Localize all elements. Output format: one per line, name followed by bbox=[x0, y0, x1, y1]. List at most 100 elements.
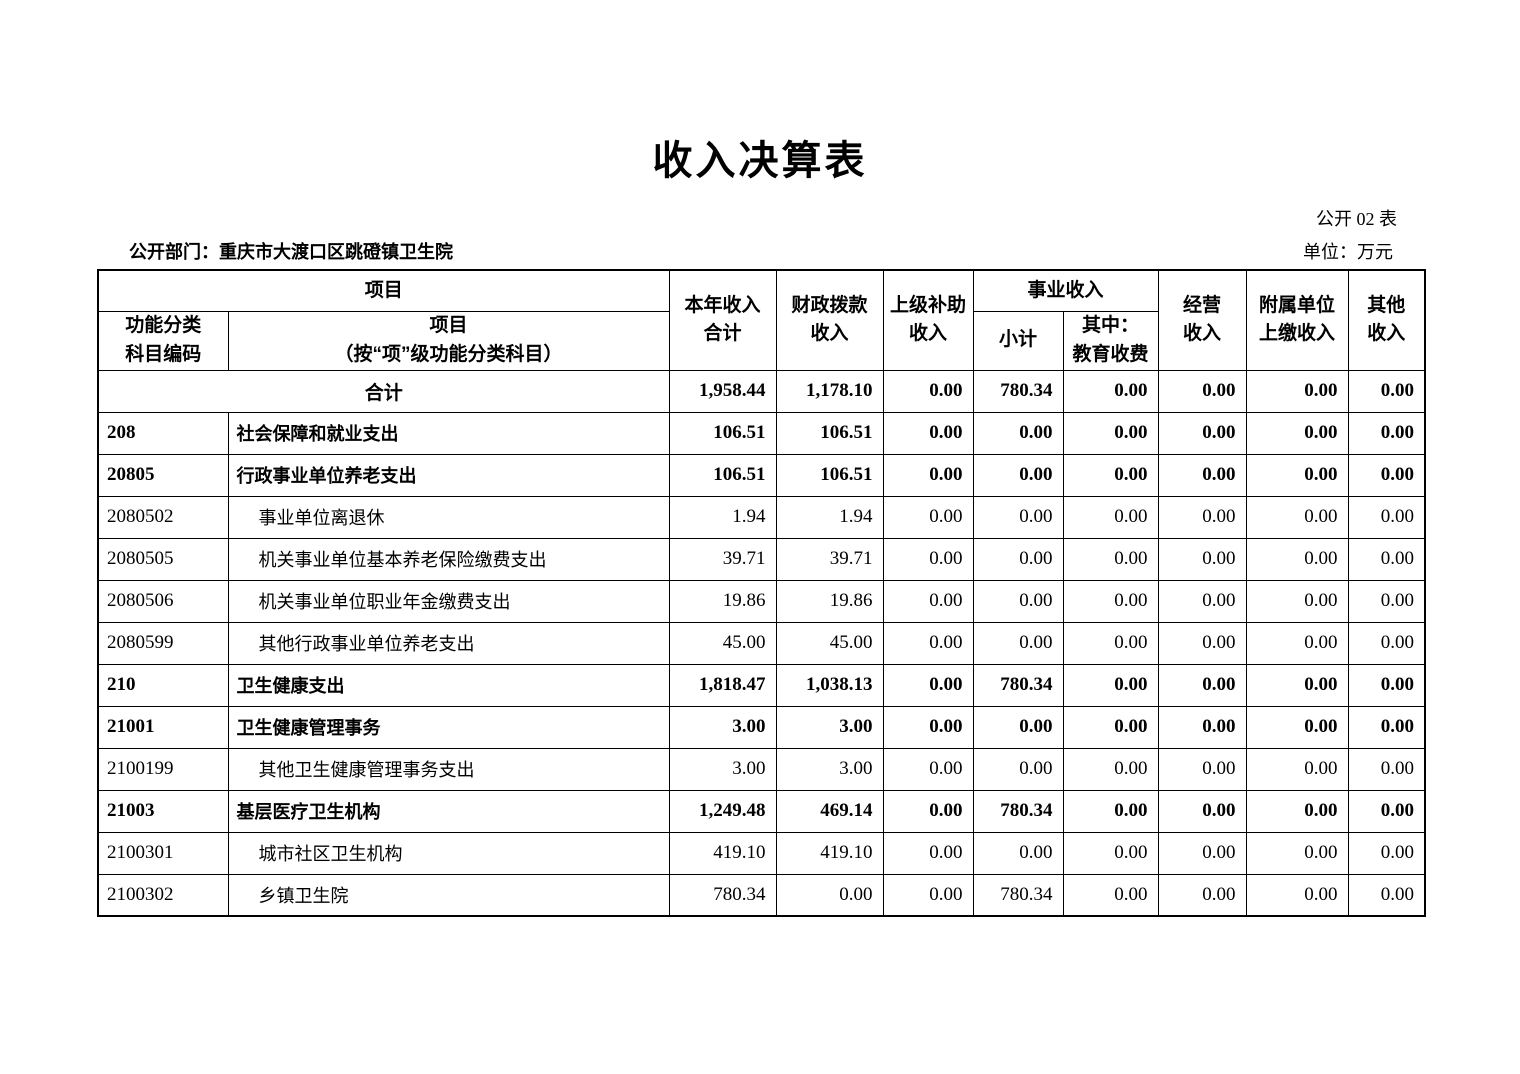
cell-value: 0.00 bbox=[882, 453, 974, 497]
cell-value: 0.00 bbox=[882, 411, 974, 455]
cell-value: 0.00 bbox=[1157, 411, 1247, 455]
cell-value: 0.00 bbox=[972, 747, 1064, 791]
cell-code: 20805 bbox=[97, 453, 229, 497]
cell-row-title: 合计 bbox=[97, 369, 670, 413]
cell-value: 0.00 bbox=[882, 495, 974, 539]
cell-value: 0.00 bbox=[1347, 789, 1426, 833]
cell-value: 780.34 bbox=[668, 873, 777, 917]
cell-value: 0.00 bbox=[1062, 579, 1159, 623]
header-name-column: 项目 （按“项”级功能分类科目） bbox=[227, 310, 670, 371]
department-label: 公开部门：重庆市大渡口区跳磴镇卫生院 bbox=[129, 242, 453, 262]
table-row: 合计 1,958.44 1,178.10 0.00 780.34 0.00 0.00 0.00… bbox=[97, 369, 1426, 413]
cell-value: 1,249.48 bbox=[668, 789, 777, 833]
cell-value: 3.00 bbox=[668, 705, 777, 749]
cell-name: 社会保障和就业支出 bbox=[227, 411, 670, 455]
cell-value: 0.00 bbox=[882, 537, 974, 581]
cell-value: 3.00 bbox=[668, 747, 777, 791]
cell-value: 780.34 bbox=[972, 789, 1064, 833]
table-row: 2100301 城市社区卫生机构 419.10 419.10 0.00 0.00 0.00 0… bbox=[97, 831, 1426, 875]
cell-value: 0.00 bbox=[1245, 831, 1349, 875]
table-row: 2100302 乡镇卫生院 780.34 0.00 0.00 780.34 0.00 0.00… bbox=[97, 873, 1426, 917]
cell-value: 0.00 bbox=[1062, 873, 1159, 917]
cell-name: 机关事业单位职业年金缴费支出 bbox=[227, 579, 670, 623]
cell-value: 0.00 bbox=[1157, 621, 1247, 665]
income-final-accounts-table: 项目 本年收入 合计 财政拨款 收入 上级补助 收入 事业收入 经营 收入 附属… bbox=[97, 269, 1427, 917]
cell-value: 469.14 bbox=[775, 789, 884, 833]
cell-value: 0.00 bbox=[882, 789, 974, 833]
cell-value: 0.00 bbox=[972, 411, 1064, 455]
table-row: 210 卫生健康支出 1,818.47 1,038.13 0.00 780.34 0.00 0… bbox=[97, 663, 1426, 707]
cell-value: 0.00 bbox=[1062, 537, 1159, 581]
cell-value: 0.00 bbox=[972, 705, 1064, 749]
table-number-label: 公开 02 表 bbox=[1316, 209, 1397, 229]
cell-value: 0.00 bbox=[1157, 747, 1247, 791]
cell-value: 19.86 bbox=[775, 579, 884, 623]
cell-code: 2100302 bbox=[97, 873, 229, 917]
table-header: 项目 本年收入 合计 财政拨款 收入 上级补助 收入 事业收入 经营 收入 附属… bbox=[97, 269, 1426, 371]
cell-value: 0.00 bbox=[1347, 747, 1426, 791]
cell-value: 19.86 bbox=[668, 579, 777, 623]
cell-value: 0.00 bbox=[1157, 831, 1247, 875]
cell-value: 0.00 bbox=[1157, 537, 1247, 581]
cell-value: 1.94 bbox=[775, 495, 884, 539]
cell-value: 0.00 bbox=[1347, 705, 1426, 749]
cell-value: 0.00 bbox=[1347, 663, 1426, 707]
cell-value: 0.00 bbox=[1245, 663, 1349, 707]
cell-value: 0.00 bbox=[1157, 495, 1247, 539]
table-body: 合计 1,958.44 1,178.10 0.00 780.34 0.00 0.00 0.00… bbox=[97, 369, 1426, 917]
header-education-fee: 其中： 教育收费 bbox=[1062, 310, 1159, 371]
cell-value: 0.00 bbox=[972, 453, 1064, 497]
cell-code: 208 bbox=[97, 411, 229, 455]
cell-value: 1,038.13 bbox=[775, 663, 884, 707]
cell-value: 45.00 bbox=[775, 621, 884, 665]
cell-value: 0.00 bbox=[1245, 537, 1349, 581]
cell-name: 基层医疗卫生机构 bbox=[227, 789, 670, 833]
table-row: 2080506 机关事业单位职业年金缴费支出 19.86 19.86 0.00 0.00 0… bbox=[97, 579, 1426, 623]
cell-value: 0.00 bbox=[1347, 495, 1426, 539]
cell-code: 2100199 bbox=[97, 747, 229, 791]
header-operating-income: 经营 收入 bbox=[1157, 269, 1247, 371]
cell-name: 城市社区卫生机构 bbox=[227, 831, 670, 875]
cell-value: 1,958.44 bbox=[668, 369, 777, 413]
cell-name: 其他行政事业单位养老支出 bbox=[227, 621, 670, 665]
cell-value: 0.00 bbox=[1245, 453, 1349, 497]
cell-value: 419.10 bbox=[668, 831, 777, 875]
cell-value: 0.00 bbox=[1347, 453, 1426, 497]
header-other-income: 其他 收入 bbox=[1347, 269, 1426, 371]
cell-value: 0.00 bbox=[1245, 411, 1349, 455]
cell-code: 2100301 bbox=[97, 831, 229, 875]
cell-value: 0.00 bbox=[1062, 411, 1159, 455]
cell-value: 0.00 bbox=[882, 747, 974, 791]
cell-value: 0.00 bbox=[1062, 369, 1159, 413]
cell-value: 0.00 bbox=[882, 621, 974, 665]
cell-value: 0.00 bbox=[882, 579, 974, 623]
table-row: 2080505 机关事业单位基本养老保险缴费支出 39.71 39.71 0.00 0.0… bbox=[97, 537, 1426, 581]
cell-value: 0.00 bbox=[1157, 873, 1247, 917]
cell-value: 106.51 bbox=[775, 411, 884, 455]
cell-value: 0.00 bbox=[1062, 621, 1159, 665]
header-row-2: 功能分类 科目编码 项目 （按“项”级功能分类科目） 小计 其中： 教育收费 bbox=[97, 310, 1425, 371]
cell-value: 0.00 bbox=[1062, 747, 1159, 791]
cell-value: 1,818.47 bbox=[668, 663, 777, 707]
cell-code: 2080599 bbox=[97, 621, 229, 665]
cell-value: 0.00 bbox=[1062, 663, 1159, 707]
table-row: 21003 基层医疗卫生机构 1,249.48 469.14 0.00 780.34 0.0… bbox=[97, 789, 1426, 833]
cell-value: 0.00 bbox=[1347, 873, 1426, 917]
cell-value: 0.00 bbox=[1347, 537, 1426, 581]
cell-value: 39.71 bbox=[668, 537, 777, 581]
cell-value: 0.00 bbox=[1157, 663, 1247, 707]
cell-value: 1.94 bbox=[668, 495, 777, 539]
cell-value: 0.00 bbox=[1245, 579, 1349, 623]
cell-value: 0.00 bbox=[972, 831, 1064, 875]
cell-code: 210 bbox=[97, 663, 229, 707]
cell-name: 机关事业单位基本养老保险缴费支出 bbox=[227, 537, 670, 581]
header-row-1: 项目 本年收入 合计 财政拨款 收入 上级补助 收入 事业收入 经营 收入 附属… bbox=[97, 269, 1426, 371]
cell-value: 0.00 bbox=[1347, 411, 1426, 455]
cell-value: 0.00 bbox=[972, 537, 1064, 581]
cell-value: 0.00 bbox=[882, 831, 974, 875]
table-row: 208 社会保障和就业支出 106.51 106.51 0.00 0.00 0.00 0.00… bbox=[97, 411, 1426, 455]
header-code-column: 功能分类 科目编码 bbox=[97, 310, 229, 371]
cell-value: 0.00 bbox=[882, 663, 974, 707]
cell-name: 卫生健康支出 bbox=[227, 663, 670, 707]
unit-label: 单位：万元 bbox=[1303, 242, 1393, 262]
